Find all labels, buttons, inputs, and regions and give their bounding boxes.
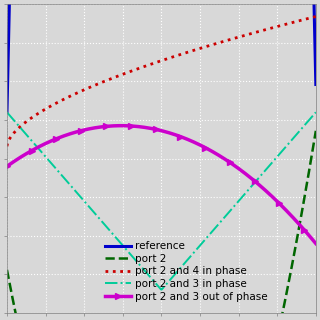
port 2 and 3 in phase <box>173 273 177 276</box>
reference <box>314 83 318 86</box>
port 2 and 4 in phase <box>172 55 176 59</box>
port 2 <box>5 268 9 272</box>
port 2 and 4 in phase <box>154 61 157 65</box>
port 2 and 3 out of phase <box>154 128 158 132</box>
port 2 and 3 out of phase <box>314 242 318 245</box>
port 2 and 3 out of phase <box>189 139 193 143</box>
port 2 and 3 in phase <box>259 174 263 178</box>
port 2 <box>314 129 318 133</box>
reference <box>5 110 9 114</box>
port 2 and 3 out of phase <box>5 164 9 168</box>
port 2 and 4 in phase <box>258 29 262 33</box>
Line: reference: reference <box>7 0 316 112</box>
port 2 and 4 in phase <box>152 61 156 65</box>
Legend: reference, port 2, port 2 and 4 in phase, port 2 and 3 in phase, port 2 and 3 ou: reference, port 2, port 2 and 4 in phase… <box>105 241 268 302</box>
port 2 and 3 in phase <box>152 279 156 283</box>
port 2 and 4 in phase <box>189 49 193 53</box>
port 2 and 3 in phase <box>154 281 157 285</box>
Line: port 2 and 4 in phase: port 2 and 4 in phase <box>7 17 316 146</box>
Line: port 2: port 2 <box>7 131 316 320</box>
port 2 and 3 out of phase <box>152 127 156 131</box>
port 2 and 3 out of phase <box>120 124 124 128</box>
port 2 and 4 in phase <box>307 17 310 20</box>
port 2 and 3 in phase <box>314 110 318 114</box>
port 2 and 3 in phase <box>307 118 311 122</box>
Line: port 2 and 3 in phase: port 2 and 3 in phase <box>7 112 316 290</box>
port 2 and 3 in phase <box>5 110 9 114</box>
port 2 and 3 in phase <box>189 253 193 257</box>
Line: port 2 and 3 out of phase: port 2 and 3 out of phase <box>4 123 319 246</box>
port 2 and 3 out of phase <box>307 234 311 237</box>
port 2 and 4 in phase <box>5 144 9 148</box>
port 2 and 3 out of phase <box>173 133 177 137</box>
port 2 and 4 in phase <box>314 15 318 19</box>
port 2 <box>307 169 311 173</box>
port 2 and 3 in phase <box>160 288 164 292</box>
port 2 and 3 out of phase <box>259 184 263 188</box>
